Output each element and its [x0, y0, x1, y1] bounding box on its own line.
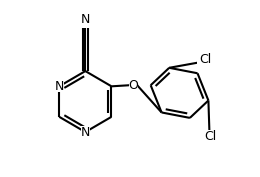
FancyBboxPatch shape: [197, 53, 213, 65]
Text: N: N: [81, 13, 90, 26]
Text: Cl: Cl: [204, 130, 217, 143]
FancyBboxPatch shape: [81, 14, 90, 26]
Text: N: N: [55, 80, 64, 93]
Text: O: O: [128, 79, 138, 92]
FancyBboxPatch shape: [55, 80, 64, 92]
FancyBboxPatch shape: [81, 126, 90, 138]
Text: Cl: Cl: [199, 53, 211, 66]
FancyBboxPatch shape: [129, 79, 138, 91]
FancyBboxPatch shape: [203, 130, 218, 142]
Text: N: N: [81, 125, 90, 139]
